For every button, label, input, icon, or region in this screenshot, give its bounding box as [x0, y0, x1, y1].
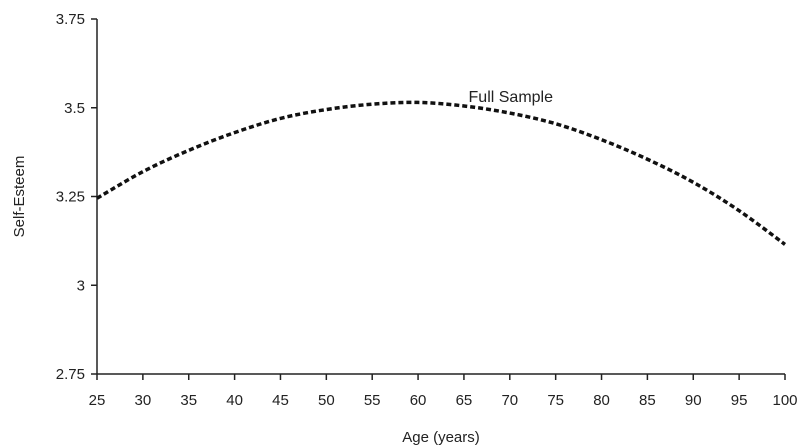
- y-tick-label: 2.75: [56, 366, 85, 383]
- y-ticks: 2.75 3 3.25 3.5 3.75: [56, 11, 97, 383]
- x-tick-label: 85: [639, 392, 656, 409]
- annotation-layer: Full Sample: [469, 89, 554, 106]
- series-layer: [96, 100, 787, 246]
- y-tick-label: 3.75: [56, 11, 85, 28]
- x-tick-label: 30: [135, 392, 152, 409]
- x-tick-label: 95: [731, 392, 748, 409]
- x-axis-title: Age (years): [402, 429, 480, 445]
- series-line: [96, 100, 787, 246]
- y-tick-label: 3.25: [56, 189, 85, 206]
- x-tick-label: 70: [501, 392, 518, 409]
- x-tick-label: 100: [772, 392, 797, 409]
- axes: [96, 19, 785, 375]
- x-tick-label: 40: [226, 392, 243, 409]
- x-tick-label: 90: [685, 392, 702, 409]
- y-tick-label: 3: [77, 277, 85, 294]
- x-tick-label: 45: [272, 392, 289, 409]
- x-tick-label: 60: [410, 392, 427, 409]
- x-tick-label: 50: [318, 392, 335, 409]
- y-tick-label: 3.5: [64, 100, 85, 117]
- x-tick-label: 80: [593, 392, 610, 409]
- x-tick-label: 65: [456, 392, 473, 409]
- x-tick-label: 75: [547, 392, 564, 409]
- series-label-annotation: Full Sample: [469, 89, 554, 106]
- x-tick-label: 55: [364, 392, 381, 409]
- x-tick-label: 35: [180, 392, 197, 409]
- x-tick-label: 25: [89, 392, 106, 409]
- y-axis-title: Self-Esteem: [11, 156, 28, 238]
- x-ticks: 25 30 35 40 45 50 55 60 65 70 75 80 85 90 95 100: [89, 374, 798, 409]
